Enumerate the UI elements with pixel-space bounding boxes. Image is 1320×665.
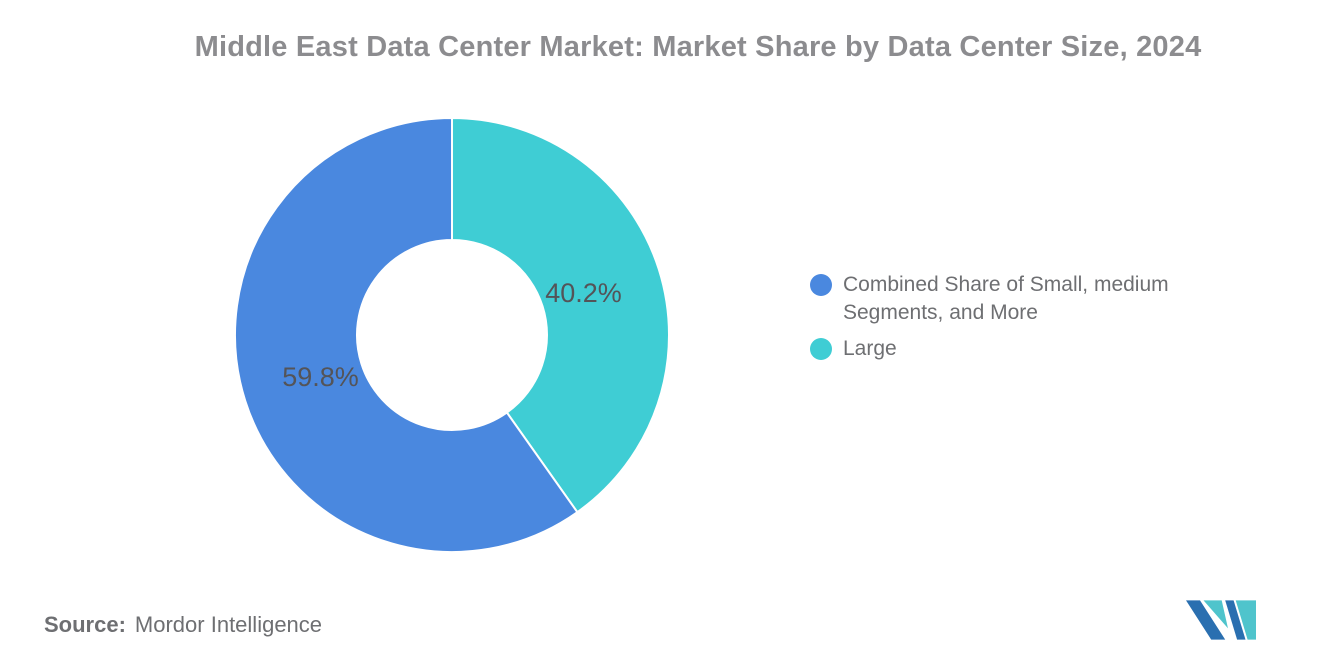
legend: Combined Share of Small, medium Segments… <box>810 271 1195 363</box>
legend-item-large[interactable]: Large <box>810 335 1195 363</box>
pie-slice-1[interactable] <box>451 116 671 514</box>
mordor-intelligence-logo <box>1186 600 1256 640</box>
legend-label-combined: Combined Share of Small, medium Segments… <box>843 273 1169 324</box>
source-attribution: Source: Mordor Intelligence <box>44 612 322 638</box>
pie-slice-0[interactable] <box>234 116 579 553</box>
donut-chart: 40.2% 59.8% <box>234 116 671 553</box>
legend-marker-icon <box>810 274 832 296</box>
legend-marker-icon <box>810 338 832 360</box>
legend-item-combined[interactable]: Combined Share of Small, medium Segments… <box>810 271 1195 327</box>
source-prefix: Source: <box>44 612 126 637</box>
legend-label-large: Large <box>843 337 897 360</box>
slice-data-label-0: 59.8% <box>282 362 359 392</box>
source-name: Mordor Intelligence <box>134 612 323 637</box>
chart-title: Middle East Data Center Market: Market S… <box>194 31 1202 63</box>
slice-data-label-1: 40.2% <box>545 278 622 308</box>
